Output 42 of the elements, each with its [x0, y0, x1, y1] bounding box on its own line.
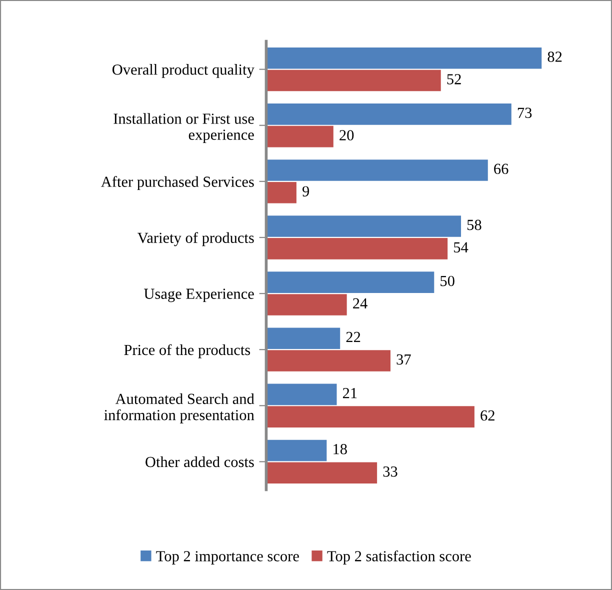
- data-label: 22: [346, 332, 360, 342]
- data-label: 73: [518, 108, 532, 118]
- data-label: 33: [383, 466, 398, 477]
- data-label: 66: [494, 164, 508, 174]
- bar: [266, 384, 337, 406]
- y-tick-label: Automated Search and information presentation: [104, 393, 254, 424]
- data-label: 37: [396, 354, 411, 365]
- data-label: 20: [340, 130, 354, 140]
- bar: [266, 462, 378, 484]
- data-label: 9: [302, 186, 310, 196]
- bar: [266, 70, 441, 92]
- data-label: 62: [480, 410, 494, 421]
- legend-label: Top 2 importance score: [156, 551, 299, 564]
- data-label: 82: [548, 52, 562, 62]
- y-tick-label: Price of the products: [124, 344, 250, 358]
- y-tick-label: Installation or First use experience: [114, 113, 254, 143]
- bar: [266, 47, 542, 69]
- bar: [266, 350, 390, 372]
- y-tick-label: Overall product quality: [112, 64, 254, 78]
- data-label: 21: [342, 388, 357, 398]
- y-tick-label: After purchased Services: [101, 176, 254, 190]
- bar: [266, 126, 334, 148]
- bar: [266, 294, 347, 316]
- data-label: 18: [334, 444, 347, 454]
- data-label: 58: [467, 220, 482, 230]
- bar: [266, 216, 462, 237]
- bar: [266, 328, 340, 350]
- data-label: 52: [447, 74, 461, 84]
- bar: [266, 104, 512, 125]
- bar: [266, 440, 327, 462]
- bar: [266, 406, 474, 428]
- bar: [266, 238, 448, 260]
- data-label: 54: [454, 242, 468, 253]
- data-label: 50: [440, 276, 454, 286]
- data-label: 24: [353, 298, 368, 308]
- bar: [266, 182, 296, 204]
- y-tick-label: Other added costs: [146, 456, 254, 468]
- y-tick-label: Usage Experience: [144, 288, 254, 302]
- bar: [266, 160, 488, 181]
- legend-label: Top 2 satisfaction score: [327, 550, 471, 564]
- bar: [266, 272, 434, 293]
- y-tick-label: Variety of products: [137, 232, 254, 246]
